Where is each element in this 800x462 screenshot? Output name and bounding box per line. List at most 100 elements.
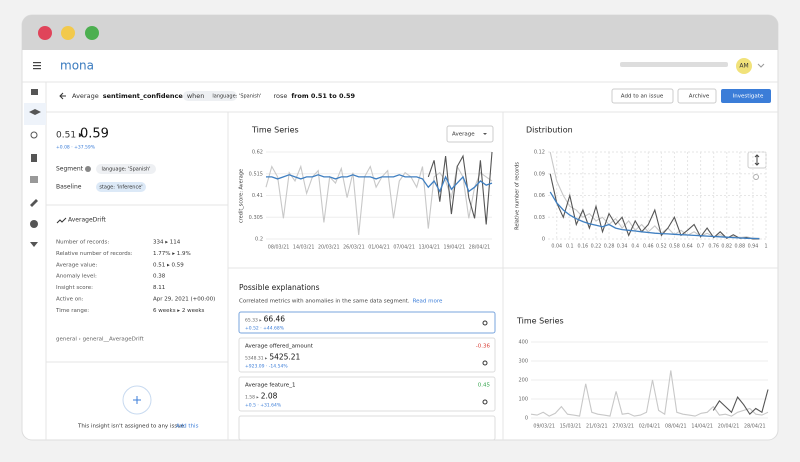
minimize-button[interactable]	[61, 26, 75, 40]
x-tick-label: 0.94	[748, 244, 759, 250]
x-tick-label: 21/03/21	[586, 424, 608, 430]
x-tick-label: 0.1	[566, 244, 574, 250]
button-label[interactable]: Investigate	[733, 94, 764, 100]
search-icon[interactable]	[753, 174, 759, 180]
y-axis-label: Relative number of records	[515, 162, 521, 230]
y-tick-label: 200	[518, 378, 528, 384]
panel-title: Distribution	[526, 126, 573, 135]
x-tick-label: 01/04/21	[368, 245, 390, 251]
menu-icon[interactable]	[33, 62, 41, 70]
nav-icon[interactable]	[29, 109, 41, 115]
panel-title: Time Series	[516, 317, 564, 326]
y-tick-label: 300	[518, 359, 528, 365]
value-delta: +0.52 · +44.68%	[245, 326, 285, 332]
card[interactable]	[238, 311, 496, 334]
title-part: Average	[72, 92, 99, 100]
stat-value: Apr 29, 2021 (+00:00)	[153, 297, 215, 303]
value-delta: +923.09 · -14.54%	[245, 364, 288, 370]
value-to: 0.59	[80, 127, 109, 142]
panel-title: Possible explanations	[239, 283, 320, 292]
stat-label: Relative number of records:	[56, 251, 133, 257]
y-tick-label: 0.12	[534, 150, 545, 156]
nav-icon[interactable]	[30, 220, 38, 228]
y-tick-label: 100	[518, 397, 528, 403]
y-tick-label: 0.515	[249, 171, 263, 177]
logo: mona	[60, 59, 94, 73]
series-line	[549, 191, 760, 240]
x-tick-label: 14/04/21	[691, 424, 713, 430]
card[interactable]	[238, 337, 496, 373]
title-part: language: 'Spanish'	[212, 94, 261, 100]
y-tick-label: 0.09	[534, 171, 545, 177]
back-button[interactable]	[59, 92, 66, 100]
panel-title: Time Series	[251, 126, 299, 135]
x-tick-label: 14/03/21	[293, 245, 315, 251]
search-icon[interactable]	[482, 360, 488, 366]
close-button[interactable]	[38, 26, 52, 40]
nav-icon[interactable]	[30, 131, 38, 139]
stat-label: Number of records:	[56, 240, 109, 246]
stat-value: 1.77% ▸ 1.9%	[153, 251, 191, 257]
stat-label: Average value:	[56, 262, 97, 268]
button-label[interactable]: Archive	[689, 94, 710, 100]
title-part: sentiment_confidence	[103, 92, 184, 100]
account-menu[interactable]	[757, 63, 765, 68]
y-tick-label: 0.62	[252, 150, 263, 156]
x-tick-label: 20/03/21	[318, 245, 340, 251]
card-title: Average feature_1	[245, 383, 295, 389]
info-icon	[85, 166, 91, 172]
x-tick-label: 0.82	[721, 244, 732, 250]
breadcrumb: general › general__AverageDrift	[56, 337, 144, 343]
link[interactable]: Add this	[176, 424, 199, 430]
stat-label: Time range:	[55, 308, 89, 314]
link[interactable]: Read more	[413, 299, 443, 305]
nav-icon[interactable]	[30, 199, 38, 207]
avatar[interactable]	[736, 58, 752, 74]
y-tick-label: 0.03	[534, 215, 545, 221]
y-tick-label: 0.41	[252, 193, 263, 199]
stat-value: 0.38	[153, 274, 166, 280]
avatar-initials: AM	[739, 63, 748, 70]
y-tick-label: 0.305	[249, 215, 263, 221]
x-tick-label: 0.76	[708, 244, 719, 250]
nav-icon[interactable]	[31, 154, 37, 162]
x-tick-label: 28/04/21	[469, 245, 491, 251]
search-icons	[482, 320, 488, 405]
title-part: when	[187, 92, 205, 100]
nav-icon[interactable]	[30, 176, 38, 183]
y-tick-label: 0	[525, 416, 528, 422]
button[interactable]	[721, 89, 771, 103]
card[interactable]	[238, 376, 496, 412]
value-from: 1.58 ▸	[245, 395, 259, 401]
chip	[96, 164, 156, 174]
x-tick-label: 0.46	[643, 244, 654, 250]
chip-label: stage: 'inference'	[99, 185, 142, 191]
x-tick-label: 09/03/21	[533, 424, 555, 430]
card[interactable]	[238, 415, 496, 441]
x-tick-label: 15/03/21	[560, 424, 582, 430]
stat-label: Insight score:	[56, 285, 93, 291]
x-tick-label: 26/03/21	[343, 245, 365, 251]
x-tick-label: 0.28	[604, 244, 615, 250]
trend-icon	[56, 217, 67, 224]
button[interactable]	[611, 88, 674, 104]
button[interactable]	[677, 88, 717, 104]
stat-value: 334 ▸ 114	[153, 240, 181, 246]
x-tick-label: 13/04/21	[418, 245, 440, 251]
y-tick-label: 0.06	[534, 193, 545, 199]
x-tick-label: 1	[764, 244, 767, 250]
stat-label: Anomaly level:	[56, 274, 97, 280]
dropdown[interactable]	[446, 125, 494, 143]
button-label[interactable]: Add to an issue	[621, 94, 664, 100]
dropdown-label[interactable]: Average	[452, 132, 475, 138]
search-icon[interactable]	[482, 399, 488, 405]
maximize-button[interactable]	[85, 26, 99, 40]
search-icon[interactable]	[482, 320, 488, 326]
nav-icon[interactable]	[31, 89, 38, 95]
x-tick-label: 19/04/21	[444, 245, 466, 251]
window	[21, 14, 779, 441]
y-tick-label: 400	[518, 340, 528, 346]
x-tick-label: 0.4	[631, 244, 639, 250]
nav-icon[interactable]	[30, 242, 38, 247]
